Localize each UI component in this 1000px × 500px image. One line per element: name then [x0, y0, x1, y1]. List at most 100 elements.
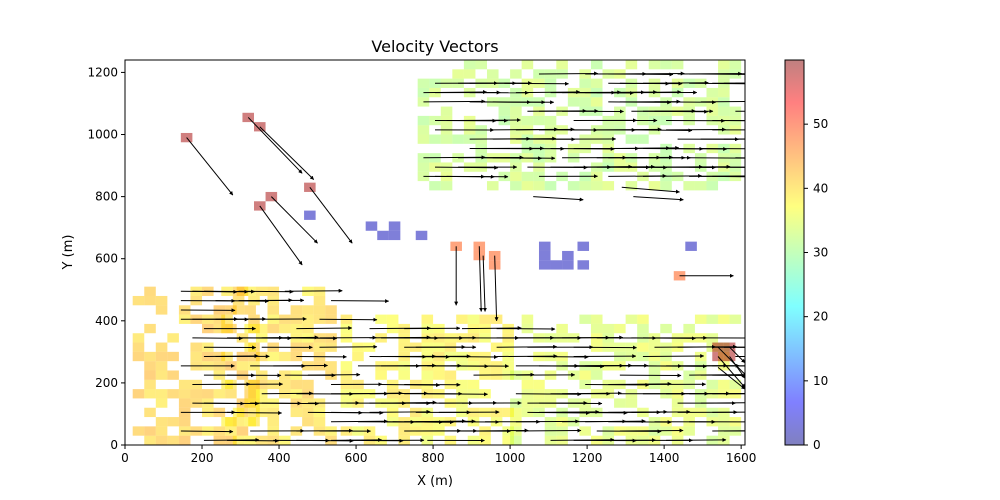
velocity-cell [254, 122, 266, 132]
velocity-cell [167, 435, 179, 445]
velocity-cell [562, 260, 574, 270]
velocity-cell [533, 69, 545, 79]
velocity-cell [579, 379, 591, 390]
velocity-cell [178, 435, 191, 445]
velocity-cell [467, 379, 480, 390]
colorbar-tick-label: 20 [813, 310, 828, 324]
velocity-cell [671, 60, 684, 70]
velocity-arrow [270, 196, 318, 244]
velocity-cell [590, 97, 603, 107]
velocity-cell [365, 221, 378, 231]
velocity-cell [417, 78, 430, 88]
velocity-cell [660, 60, 672, 70]
y-tick-label: 600 [95, 252, 118, 266]
velocity-cell [456, 314, 468, 324]
velocity-cell [290, 379, 303, 390]
velocity-cell [304, 210, 316, 220]
vector-layer [180, 71, 745, 443]
velocity-cell [202, 389, 214, 399]
colorbar: 0 10 20 30 40 50 [784, 59, 828, 452]
velocity-cell [567, 97, 580, 107]
velocity-cell [440, 134, 453, 144]
velocity-cell [236, 361, 249, 371]
velocity-cell [590, 314, 603, 324]
x-tick-label: 600 [345, 451, 368, 465]
velocity-cell [562, 250, 574, 261]
velocity-cell [375, 314, 387, 324]
plot-frame [124, 59, 746, 446]
velocity-cell [648, 60, 661, 70]
velocity-arrow [284, 288, 343, 293]
velocity-cell [579, 97, 591, 107]
velocity-arrow [438, 354, 499, 359]
velocity-cell [718, 106, 730, 116]
velocity-cell [475, 60, 487, 70]
velocity-cell [433, 370, 445, 380]
velocity-cell [417, 115, 430, 126]
velocity-cell [637, 134, 649, 144]
velocity-arrow [427, 392, 488, 397]
velocity-arrow [562, 391, 622, 396]
velocity-cell [132, 295, 145, 306]
velocity-cell [510, 407, 522, 418]
velocity-cell [388, 230, 401, 241]
velocity-cell [429, 181, 441, 191]
velocity-cell [225, 389, 237, 399]
velocity-cell [398, 370, 410, 380]
velocity-cell [729, 379, 742, 390]
velocity-cell [567, 181, 580, 191]
velocity-cell [167, 417, 179, 427]
velocity-cell [144, 286, 156, 296]
velocity-cell [590, 370, 603, 380]
x-tick-label: 400 [268, 451, 291, 465]
velocity-cell [290, 305, 303, 315]
velocity-cell [452, 69, 464, 79]
velocity-cell [706, 379, 719, 390]
velocity-cell [302, 379, 314, 390]
velocity-cell [521, 171, 534, 182]
velocity-arrow [717, 366, 745, 390]
velocity-cell [377, 230, 389, 241]
velocity-cell [144, 435, 156, 445]
velocity-cell [510, 69, 522, 79]
velocity-cell [486, 69, 499, 79]
y-tick-label: 800 [95, 190, 118, 204]
velocity-cell [637, 314, 649, 324]
velocity-cell [244, 389, 256, 399]
velocity-arrow [461, 326, 522, 331]
velocity-arrow [717, 356, 745, 388]
velocity-cell [521, 181, 534, 191]
velocity-cell [375, 370, 387, 380]
velocity-cell [510, 435, 522, 445]
velocity-cell [267, 407, 280, 418]
velocity-cell [590, 78, 603, 88]
velocity-cell [225, 426, 237, 436]
colorbar-ticks: 0 10 20 30 40 50 [804, 117, 828, 452]
velocity-cell [302, 417, 314, 427]
velocity-cell [178, 379, 191, 390]
velocity-cell [544, 181, 557, 191]
velocity-cell [267, 351, 280, 362]
velocity-cell [729, 314, 742, 324]
velocity-arrow [712, 411, 745, 413]
velocity-cell [486, 181, 499, 191]
velocity-cell [498, 106, 511, 116]
velocity-cell [290, 407, 303, 418]
velocity-cell [502, 407, 514, 418]
velocity-cell [648, 181, 661, 191]
velocity-cell [279, 370, 291, 380]
velocity-cell [718, 87, 730, 98]
velocity-cell [683, 181, 695, 191]
velocity-cell [718, 379, 730, 390]
velocity-cell [648, 342, 661, 352]
velocity-cell [144, 379, 156, 390]
velocity-cell [352, 351, 364, 362]
y-tick-label: 1200 [87, 65, 118, 79]
velocity-cell [144, 351, 156, 362]
y-tick-label: 0 [110, 438, 118, 452]
velocity-arrow [494, 255, 499, 322]
velocity-cell [167, 370, 179, 380]
velocity-cell [533, 115, 545, 126]
velocity-cell [144, 389, 156, 399]
velocity-cell [579, 426, 591, 436]
